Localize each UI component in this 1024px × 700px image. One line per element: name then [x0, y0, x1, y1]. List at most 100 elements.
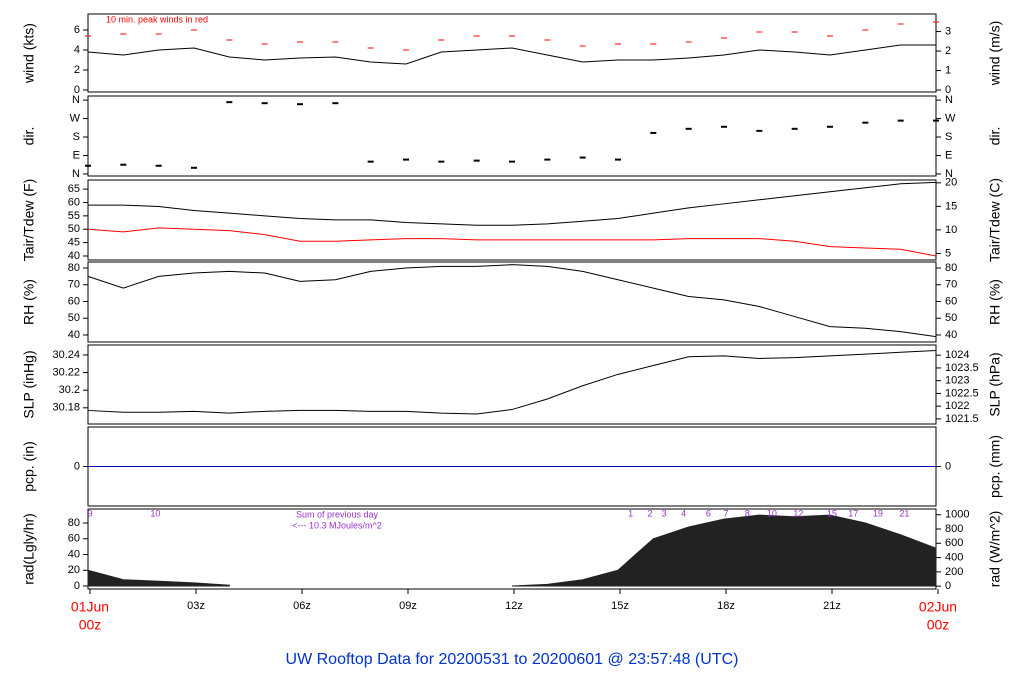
y-axis-label: wind (kts): [21, 23, 37, 84]
y2-tick-label: 1022.5: [945, 387, 979, 399]
y2-tick-label: 50: [945, 312, 957, 324]
panel-frame: [87, 13, 937, 93]
y-tick-label: 60: [68, 295, 80, 307]
series-line: [87, 227, 937, 257]
y2-axis-label: rad (W/m^2): [987, 511, 1003, 588]
y-tick-label: 0: [74, 460, 80, 472]
y2-axis-label: Tair/Tdew (C): [987, 178, 1003, 262]
y2-tick-label: E: [945, 149, 952, 161]
x-tick-label: 03z: [187, 600, 205, 612]
y-tick-label: 30.22: [52, 366, 80, 378]
y2-tick-label: 1000: [945, 509, 969, 521]
x-tick-label: 06z: [293, 600, 311, 612]
y2-tick-label: 80: [945, 262, 957, 274]
y-tick-label: N: [72, 94, 80, 106]
y-tick-label: 4: [74, 44, 80, 56]
y2-tick-label: 60: [945, 295, 957, 307]
y-tick-label: S: [73, 131, 80, 143]
y-tick-label: 40: [68, 548, 80, 560]
y-tick-label: 30.18: [52, 402, 80, 414]
hour-label: 10: [767, 508, 777, 518]
y-tick-label: 50: [68, 223, 80, 235]
y-tick-label: 55: [68, 210, 80, 222]
y2-axis-label: SLP (hPa): [987, 352, 1003, 416]
y-tick-label: 80: [68, 517, 80, 529]
hour-label: 6: [706, 508, 711, 518]
y-tick-label: 20: [68, 564, 80, 576]
y2-tick-label: 800: [945, 523, 963, 535]
x-tick-label: 21z: [823, 600, 841, 612]
hour-label: 17: [848, 508, 858, 518]
hour-label: 1: [628, 508, 633, 518]
x-tick-label: 00z: [927, 617, 950, 633]
y2-tick-label: W: [945, 112, 956, 124]
hour-label: 2: [648, 508, 653, 518]
y-tick-label: 40: [68, 329, 80, 341]
annotation: 10 min. peak winds in red: [106, 14, 208, 24]
date-label: 01Jun: [71, 599, 109, 615]
series-line: [87, 44, 936, 65]
x-tick-label: 18z: [717, 600, 735, 612]
y-tick-label: 65: [68, 183, 80, 195]
x-tick-label: 09z: [399, 600, 417, 612]
annotation: Sum of previous day: [296, 509, 379, 519]
y2-tick-label: 400: [945, 551, 963, 563]
y-tick-label: 2: [74, 64, 80, 76]
hour-label: 9: [87, 508, 92, 518]
y2-tick-label: 0: [945, 580, 951, 592]
hour-label: 4: [681, 508, 686, 518]
panel-frame: [87, 261, 937, 343]
y-tick-label: W: [70, 112, 81, 124]
y-tick-label: 70: [68, 279, 80, 291]
y2-tick-label: 1021.5: [945, 413, 979, 425]
y-tick-label: 45: [68, 237, 80, 249]
y2-tick-label: 5: [945, 247, 951, 259]
y-tick-label: 0: [74, 84, 80, 96]
y2-tick-label: 1024: [945, 349, 969, 361]
y-axis-label: rad(Lgly/hr): [21, 513, 37, 585]
y-tick-label: 60: [68, 533, 80, 545]
x-tick-label: 12z: [505, 600, 523, 612]
hour-label: 10: [150, 508, 160, 518]
y2-tick-label: 600: [945, 537, 963, 549]
x-tick-label: 00z: [79, 617, 102, 633]
panel-frame: [87, 95, 937, 177]
y2-tick-label: 0: [945, 460, 951, 472]
hour-label: 12: [793, 508, 803, 518]
hour-label: 7: [723, 508, 728, 518]
y-tick-label: 6: [74, 24, 80, 36]
y2-axis-label: dir.: [987, 127, 1003, 146]
y2-tick-label: 1023.5: [945, 362, 979, 374]
y-tick-label: 30.24: [52, 349, 80, 361]
y-axis-label: RH (%): [21, 279, 37, 325]
y2-tick-label: 1: [945, 64, 951, 76]
y2-tick-label: N: [945, 168, 953, 180]
y-axis-label: Tair/Tdew (F): [21, 179, 37, 261]
y2-axis-label: RH (%): [987, 279, 1003, 325]
y2-tick-label: 40: [945, 329, 957, 341]
y-axis-label: SLP (inHg): [21, 350, 37, 418]
y2-tick-label: 10: [945, 224, 957, 236]
y2-tick-label: 2: [945, 45, 951, 57]
y-tick-label: 40: [68, 250, 80, 262]
y-tick-label: 30.2: [59, 384, 80, 396]
y2-tick-label: 200: [945, 566, 963, 578]
y-axis-label: dir.: [21, 127, 37, 146]
y2-tick-label: 3: [945, 25, 951, 37]
y-axis-label: pcp. (in): [21, 441, 37, 492]
x-tick-label: 15z: [611, 600, 629, 612]
date-label: 02Jun: [919, 599, 957, 615]
y-tick-label: 50: [68, 312, 80, 324]
y2-axis-label: pcp. (mm): [987, 435, 1003, 498]
page-title: UW Rooftop Data for 20200531 to 20200601…: [286, 651, 739, 668]
y2-tick-label: 0: [945, 84, 951, 96]
y2-tick-label: 15: [945, 200, 957, 212]
hour-label: 15: [827, 508, 837, 518]
y-tick-label: N: [72, 168, 80, 180]
y2-tick-label: 1022: [945, 400, 969, 412]
y2-axis-label: wind (m/s): [987, 21, 1003, 87]
panel-frame: [87, 179, 937, 261]
hour-label: 8: [745, 508, 750, 518]
y2-tick-label: 70: [945, 279, 957, 291]
